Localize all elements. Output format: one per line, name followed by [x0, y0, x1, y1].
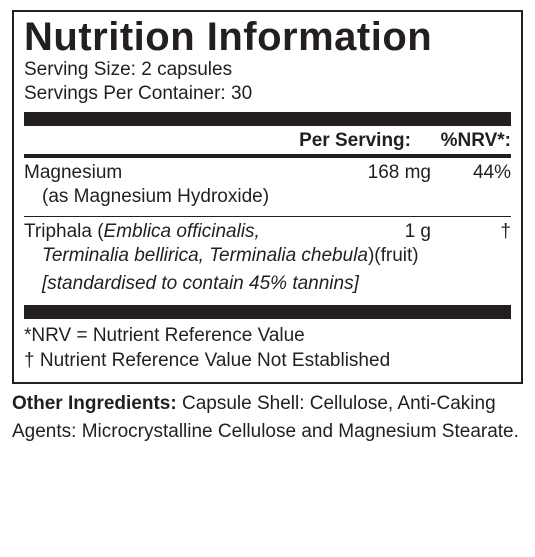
nutrient-nrv: †: [431, 221, 511, 243]
servings-per-container-value: 30: [231, 83, 252, 104]
nutrient-row: Magnesium 168 mg 44%: [24, 158, 511, 186]
other-ingredients: Other Ingredients: Capsule Shell: Cellul…: [12, 390, 523, 447]
footnote-nrv: *NRV = Nutrient Reference Value: [24, 323, 511, 349]
nutrient-subline: [standardised to contain 45% tannins]: [24, 273, 511, 301]
other-ingredients-label: Other Ingredients:: [12, 393, 177, 414]
nutrient-name-pre: Triphala (: [24, 221, 104, 242]
column-header-row: Per Serving: %NRV*:: [24, 130, 511, 158]
serving-size-value: 2 capsules: [141, 59, 232, 80]
nutrient-name: Magnesium: [24, 162, 301, 184]
nutrient-row: Triphala (Emblica officinalis, 1 g †: [24, 217, 511, 245]
servings-per-container-label: Servings Per Container:: [24, 83, 226, 104]
footnote-dagger: † Nutrient Reference Value Not Establish…: [24, 348, 511, 374]
header-nrv: %NRV*:: [411, 130, 511, 152]
nutrient-amount: 1 g: [301, 221, 431, 243]
servings-per-container-line: Servings Per Container: 30: [24, 82, 511, 106]
thick-bar-icon: [24, 112, 511, 126]
serving-size-line: Serving Size: 2 capsules: [24, 58, 511, 82]
nutrient-name-ital: Emblica officinalis,: [104, 221, 260, 242]
serving-size-label: Serving Size:: [24, 59, 136, 80]
thick-bar-icon: [24, 305, 511, 319]
header-per-serving: Per Serving:: [261, 130, 411, 152]
nutrient-subline-post: )(fruit): [368, 245, 419, 266]
nutrient-subline: (as Magnesium Hydroxide): [24, 186, 511, 214]
nutrition-panel: Nutrition Information Serving Size: 2 ca…: [12, 10, 523, 384]
nutrient-subline: Terminalia bellirica, Terminalia chebula…: [24, 245, 511, 273]
panel-title: Nutrition Information: [24, 16, 511, 58]
nutrient-name: Triphala (Emblica officinalis,: [24, 221, 301, 243]
nutrient-subline-ital: Terminalia bellirica, Terminalia chebula: [42, 245, 368, 266]
nutrient-nrv: 44%: [431, 162, 511, 184]
nutrient-amount: 168 mg: [301, 162, 431, 184]
